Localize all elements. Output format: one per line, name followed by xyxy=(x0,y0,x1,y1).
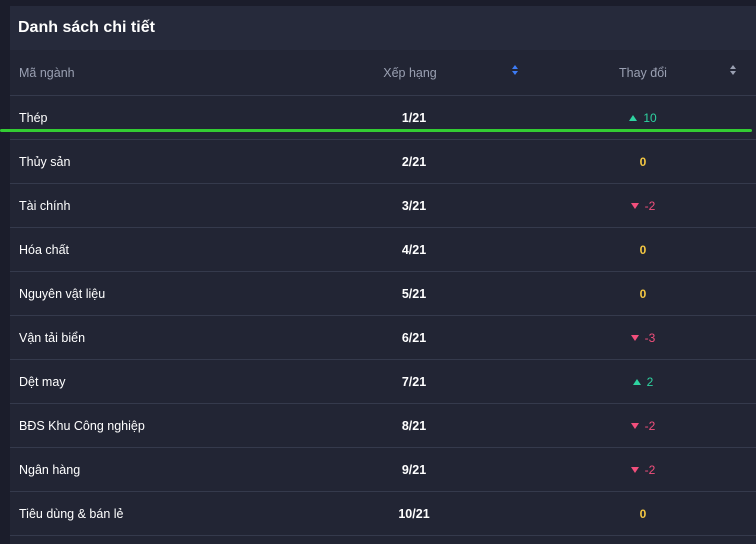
arrow-up-icon xyxy=(632,378,641,385)
table-row[interactable]: Nguyên vật liệu 5/21 0 xyxy=(10,272,756,316)
rank-value: 2/21 xyxy=(401,154,427,169)
change-cell: 2 xyxy=(530,375,756,389)
rank-cell: 6/21 xyxy=(290,331,530,345)
sector-name: Thép xyxy=(19,110,48,125)
highlight-underline xyxy=(0,129,752,132)
rank-cell: 5/21 xyxy=(290,287,530,301)
change-cell: 0 xyxy=(530,287,756,301)
rank-cell: 7/21 xyxy=(290,375,530,389)
sort-rank-icon[interactable] xyxy=(512,64,518,75)
change-indicator: 0 xyxy=(640,507,647,521)
table-body: Thép 1/21 10 Thủy sản 2/21 0 Tài chính 3/21 -2 Hó… xyxy=(10,96,756,536)
rank-value: 7/21 xyxy=(401,374,427,389)
change-value: 0 xyxy=(639,154,647,169)
change-cell: -2 xyxy=(530,419,756,433)
table-row[interactable]: Thủy sản 2/21 0 xyxy=(10,140,756,184)
change-value: 10 xyxy=(643,110,657,125)
arrow-up-icon xyxy=(629,114,638,121)
rank-value: 5/21 xyxy=(401,286,427,301)
sector-name: Tài chính xyxy=(19,198,71,213)
change-value: 0 xyxy=(639,286,647,301)
rank-cell: 10/21 xyxy=(290,507,530,521)
sector-name: BĐS Khu Công nghiệp xyxy=(19,418,145,433)
sector-name: Nguyên vật liệu xyxy=(19,286,106,301)
change-cell: 0 xyxy=(530,243,756,257)
rank-cell: 4/21 xyxy=(290,243,530,257)
change-indicator: 0 xyxy=(640,287,647,301)
change-indicator: -2 xyxy=(630,198,656,213)
change-cell: 10 xyxy=(530,111,756,125)
table-row[interactable]: BĐS Khu Công nghiệp 8/21 -2 xyxy=(10,404,756,448)
sector-name: Ngân hàng xyxy=(19,462,81,477)
table-row[interactable]: Dệt may 7/21 2 xyxy=(10,360,756,404)
rank-cell: 8/21 xyxy=(290,419,530,433)
change-value: 2 xyxy=(646,374,654,389)
rank-cell: 9/21 xyxy=(290,463,530,477)
arrow-down-icon xyxy=(630,334,639,341)
sector-name: Vận tải biển xyxy=(19,330,86,345)
sector-name: Tiêu dùng & bán lẻ xyxy=(19,506,124,521)
table-row[interactable]: Tài chính 3/21 -2 xyxy=(10,184,756,228)
rank-cell: 3/21 xyxy=(290,199,530,213)
change-value: -2 xyxy=(644,462,656,477)
table-row[interactable]: Thép 1/21 10 xyxy=(10,96,756,140)
rank-value: 3/21 xyxy=(401,198,427,213)
column-header-rank[interactable]: Xếp hạng xyxy=(290,64,530,80)
change-indicator: 0 xyxy=(640,243,647,257)
change-value: -2 xyxy=(644,198,656,213)
change-value: 0 xyxy=(639,242,647,257)
rank-value: 4/21 xyxy=(401,242,427,257)
sector-name: Hóa chất xyxy=(19,242,70,257)
column-header-change-label: Thay đổi xyxy=(619,65,667,80)
change-value: -2 xyxy=(644,418,656,433)
table-row[interactable]: Hóa chất 4/21 0 xyxy=(10,228,756,272)
change-value: 0 xyxy=(639,506,647,521)
change-cell: 0 xyxy=(530,507,756,521)
rank-value: 10/21 xyxy=(398,506,430,521)
change-value: -3 xyxy=(644,330,656,345)
change-cell: -2 xyxy=(530,199,756,213)
rank-cell: 1/21 xyxy=(290,111,530,125)
sort-change-icon[interactable] xyxy=(730,64,736,75)
sector-name: Thủy sản xyxy=(19,154,71,169)
table-row[interactable]: Tiêu dùng & bán lẻ 10/21 0 xyxy=(10,492,756,536)
change-indicator: 10 xyxy=(629,110,657,125)
sector-name: Dệt may xyxy=(19,374,66,389)
rank-value: 8/21 xyxy=(401,418,427,433)
panel-title: Danh sách chi tiết xyxy=(10,6,756,50)
column-header-rank-label: Xếp hạng xyxy=(383,65,437,80)
table-header: Mã ngành Xếp hạng Thay đổi xyxy=(10,50,756,96)
change-indicator: -2 xyxy=(630,418,656,433)
rank-cell: 2/21 xyxy=(290,155,530,169)
column-header-code: Mã ngành xyxy=(19,65,75,80)
change-cell: 0 xyxy=(530,155,756,169)
arrow-down-icon xyxy=(630,202,639,209)
rank-value: 9/21 xyxy=(401,462,427,477)
detail-list-panel: Danh sách chi tiết Mã ngành Xếp hạng Tha… xyxy=(10,6,756,544)
change-indicator: -2 xyxy=(630,462,656,477)
arrow-down-icon xyxy=(630,466,639,473)
change-cell: -2 xyxy=(530,463,756,477)
change-indicator: -3 xyxy=(630,330,656,345)
change-indicator: 0 xyxy=(640,155,647,169)
rank-value: 6/21 xyxy=(401,330,427,345)
rank-value: 1/21 xyxy=(401,110,427,125)
table-row[interactable]: Vận tải biển 6/21 -3 xyxy=(10,316,756,360)
change-cell: -3 xyxy=(530,331,756,345)
table-row[interactable]: Ngân hàng 9/21 -2 xyxy=(10,448,756,492)
arrow-down-icon xyxy=(630,422,639,429)
change-indicator: 2 xyxy=(632,374,654,389)
column-header-change[interactable]: Thay đổi xyxy=(530,64,756,80)
